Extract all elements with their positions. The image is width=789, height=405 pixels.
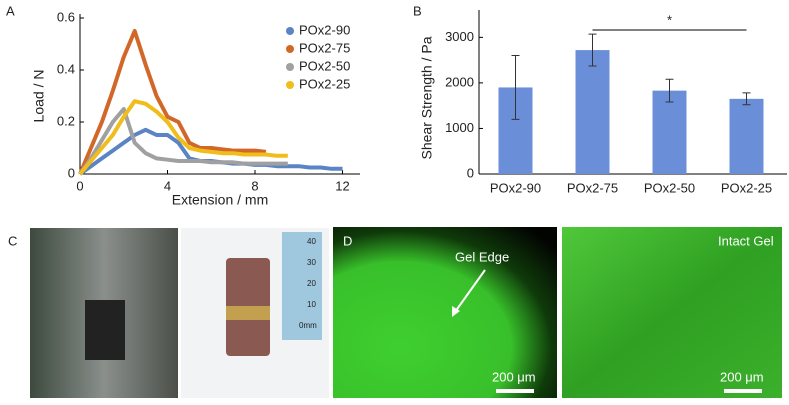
legend-marker — [286, 81, 294, 89]
legend-marker — [286, 63, 294, 71]
bar — [575, 50, 610, 174]
y-tick-label: 2000 — [445, 74, 474, 89]
legend-label: POx2-90 — [299, 22, 350, 37]
photo — [562, 227, 782, 398]
ruler-label: 10 — [307, 300, 316, 309]
annotation: Gel Edge — [455, 249, 509, 264]
annotation: Intact Gel — [718, 233, 774, 248]
panel-label: C — [8, 233, 17, 248]
y-axis-label: Load / N — [31, 70, 47, 123]
significance-label: * — [667, 12, 672, 27]
scale-label: 200 μm — [492, 369, 536, 384]
scale-label: 200 μm — [720, 369, 764, 384]
gel — [226, 306, 270, 320]
x-tick-label: 0 — [76, 178, 83, 193]
panel-label: D — [343, 233, 352, 248]
y-tick-label: 0.6 — [57, 9, 75, 24]
y-tick-label: 1000 — [445, 120, 474, 135]
legend-label: POx2-75 — [299, 40, 350, 55]
x-tick-label: 4 — [164, 178, 171, 193]
panel-a: A 0 4 8 12 0 0.2 0.4 0.6 Extension / mm Load / N PO… — [6, 3, 360, 208]
legend-marker — [286, 27, 294, 35]
x-tick-label: POx2-25 — [721, 180, 772, 195]
photo-detail — [85, 300, 125, 360]
ruler-label: 20 — [307, 279, 316, 288]
scale-bar — [724, 389, 762, 393]
error-bar — [742, 92, 751, 106]
y-tick-label: 0.2 — [57, 113, 75, 128]
ruler-label: 0mm — [299, 321, 317, 330]
ruler — [282, 232, 322, 340]
legend-marker — [286, 45, 294, 53]
y-tick-label: 0.4 — [57, 61, 75, 76]
line-series — [78, 107, 288, 176]
x-tick-label: 8 — [251, 178, 258, 193]
x-axis-label: Extension / mm — [172, 192, 268, 208]
y-tick-label: 3000 — [445, 29, 474, 44]
panel-label: A — [6, 3, 15, 18]
error-bar — [588, 33, 597, 67]
x-tick-label: POx2-75 — [567, 180, 618, 195]
y-axis-label: Shear Strength / Pa — [419, 36, 435, 159]
y-tick-label: 0 — [467, 165, 474, 180]
panel-label: B — [413, 3, 422, 18]
bar — [729, 98, 764, 174]
ruler-label: 30 — [307, 258, 316, 267]
x-tick-label: POx2-90 — [490, 180, 541, 195]
panel-c: C 40 30 20 10 0mm — [8, 228, 329, 398]
bar — [652, 90, 687, 174]
line-series — [78, 29, 267, 175]
panel-b: B 0 1000 2000 3000 Shear Strength / Pa POx2-90… — [413, 3, 787, 195]
panel-d: D Gel Edge 200 μm Intact Gel 200 μm — [333, 227, 782, 398]
legend-label: POx2-50 — [299, 58, 350, 73]
x-tick-label: 12 — [335, 178, 349, 193]
error-bar — [511, 55, 520, 120]
y-tick-label: 0 — [68, 165, 75, 180]
line-series — [78, 99, 288, 176]
arrow-head — [452, 306, 460, 317]
error-bar — [665, 78, 674, 103]
arrow — [454, 269, 486, 313]
legend-label: POx2-25 — [299, 76, 350, 91]
ruler-label: 40 — [307, 237, 316, 246]
photo — [333, 227, 557, 398]
x-tick-label: POx2-50 — [644, 180, 695, 195]
scale-bar — [496, 389, 534, 393]
